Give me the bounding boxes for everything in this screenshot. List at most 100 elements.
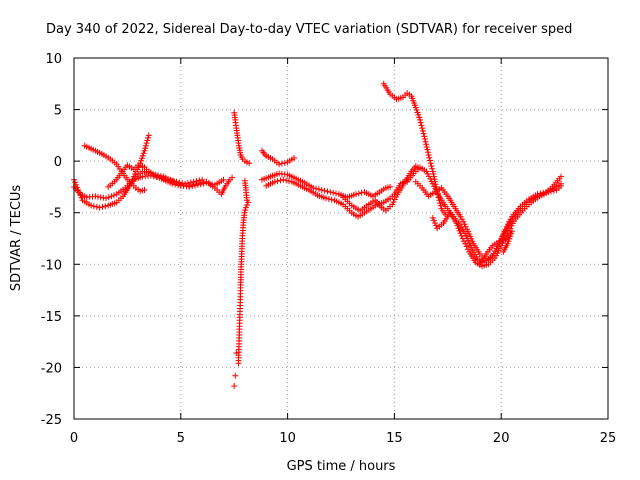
chart-title: Day 340 of 2022, Sidereal Day-to-day VTE… [46,22,572,37]
data-point [423,141,430,148]
data-point [428,163,435,169]
data-point [111,192,117,199]
data-point [241,209,248,216]
data-point [425,149,431,156]
data-point [421,136,428,142]
data-point [242,204,249,211]
data-point [353,191,359,198]
data-point [194,180,201,187]
y-axis-title: SDTVAR / TECUs [9,185,24,292]
data-point [458,232,465,239]
data-point [321,187,328,194]
data-point [286,178,292,185]
data-point [142,142,149,149]
x-tick-label: 25 [600,431,617,446]
series-arc-12 [340,163,423,214]
data-point [328,196,335,203]
y-tick-label: 5 [54,104,62,119]
data-point [454,222,461,229]
data-point [274,178,281,185]
data-point [105,194,112,201]
data-point [175,182,181,189]
data-point [430,217,437,224]
data-point [323,195,329,202]
y-tick-label: -15 [41,310,62,325]
data-point [189,182,196,189]
data-point [325,196,332,202]
data-point [433,222,440,229]
data-point [200,179,207,186]
data-point [246,160,253,167]
series-arc-14 [404,164,564,266]
data-point [421,133,428,140]
y-tick-label: -10 [41,258,62,273]
data-point [463,243,470,250]
data-point [550,187,557,194]
grid [74,58,608,419]
data-point [437,202,444,209]
data-point [76,189,83,196]
data-point [461,238,467,245]
data-point [220,176,227,183]
data-point [455,225,462,232]
data-point [426,154,433,161]
data-point [327,189,334,196]
data-point [229,174,236,181]
data-point [276,161,283,168]
data-point [424,146,431,153]
data-point [74,184,81,191]
data-point [280,176,287,183]
data-point [464,246,471,253]
data-point [417,116,423,123]
data-point [231,383,238,389]
data-point [387,183,394,190]
data-point [192,181,198,188]
x-tick-label: 0 [70,431,78,446]
data-point [318,187,325,193]
data-point [417,119,424,126]
y-tick-label: 10 [45,52,62,67]
data-point [97,194,104,201]
data-point [143,140,150,147]
data-point [558,173,564,180]
data-point [90,203,97,210]
data-point [145,132,152,139]
data-point [427,160,434,167]
series-arc-16 [429,182,564,270]
data-point [457,230,464,237]
data-point [130,173,137,180]
series-arc-13 [380,80,449,218]
x-tick-label: 20 [493,431,510,446]
x-tick-label: 5 [177,431,185,446]
series-arc-8 [241,177,250,204]
data-point [232,372,239,379]
y-tick-label: 0 [54,155,62,170]
y-tick-label: -25 [41,413,62,428]
data-point [281,159,288,166]
series-arc-5 [122,162,236,198]
series-arc-11 [263,176,411,220]
data-point [283,177,290,184]
data-point [197,180,204,187]
data-point [187,179,194,186]
data-point [141,187,148,193]
series-arc-4 [105,132,152,190]
data-point [190,178,197,185]
data-point [425,152,432,158]
data-point [500,248,507,255]
data-point [277,177,284,184]
x-tick-label: 10 [279,431,296,446]
series-arc-17 [476,228,515,268]
data-point [422,138,429,145]
x-tick-label: 15 [386,431,403,446]
data-point [545,189,552,196]
data-point [102,203,109,210]
data-point [271,178,278,185]
data-point [72,179,79,186]
data-point [184,180,191,187]
data-point [99,203,106,210]
data-point [129,176,136,183]
data-point [172,181,179,188]
data-point [128,178,135,185]
